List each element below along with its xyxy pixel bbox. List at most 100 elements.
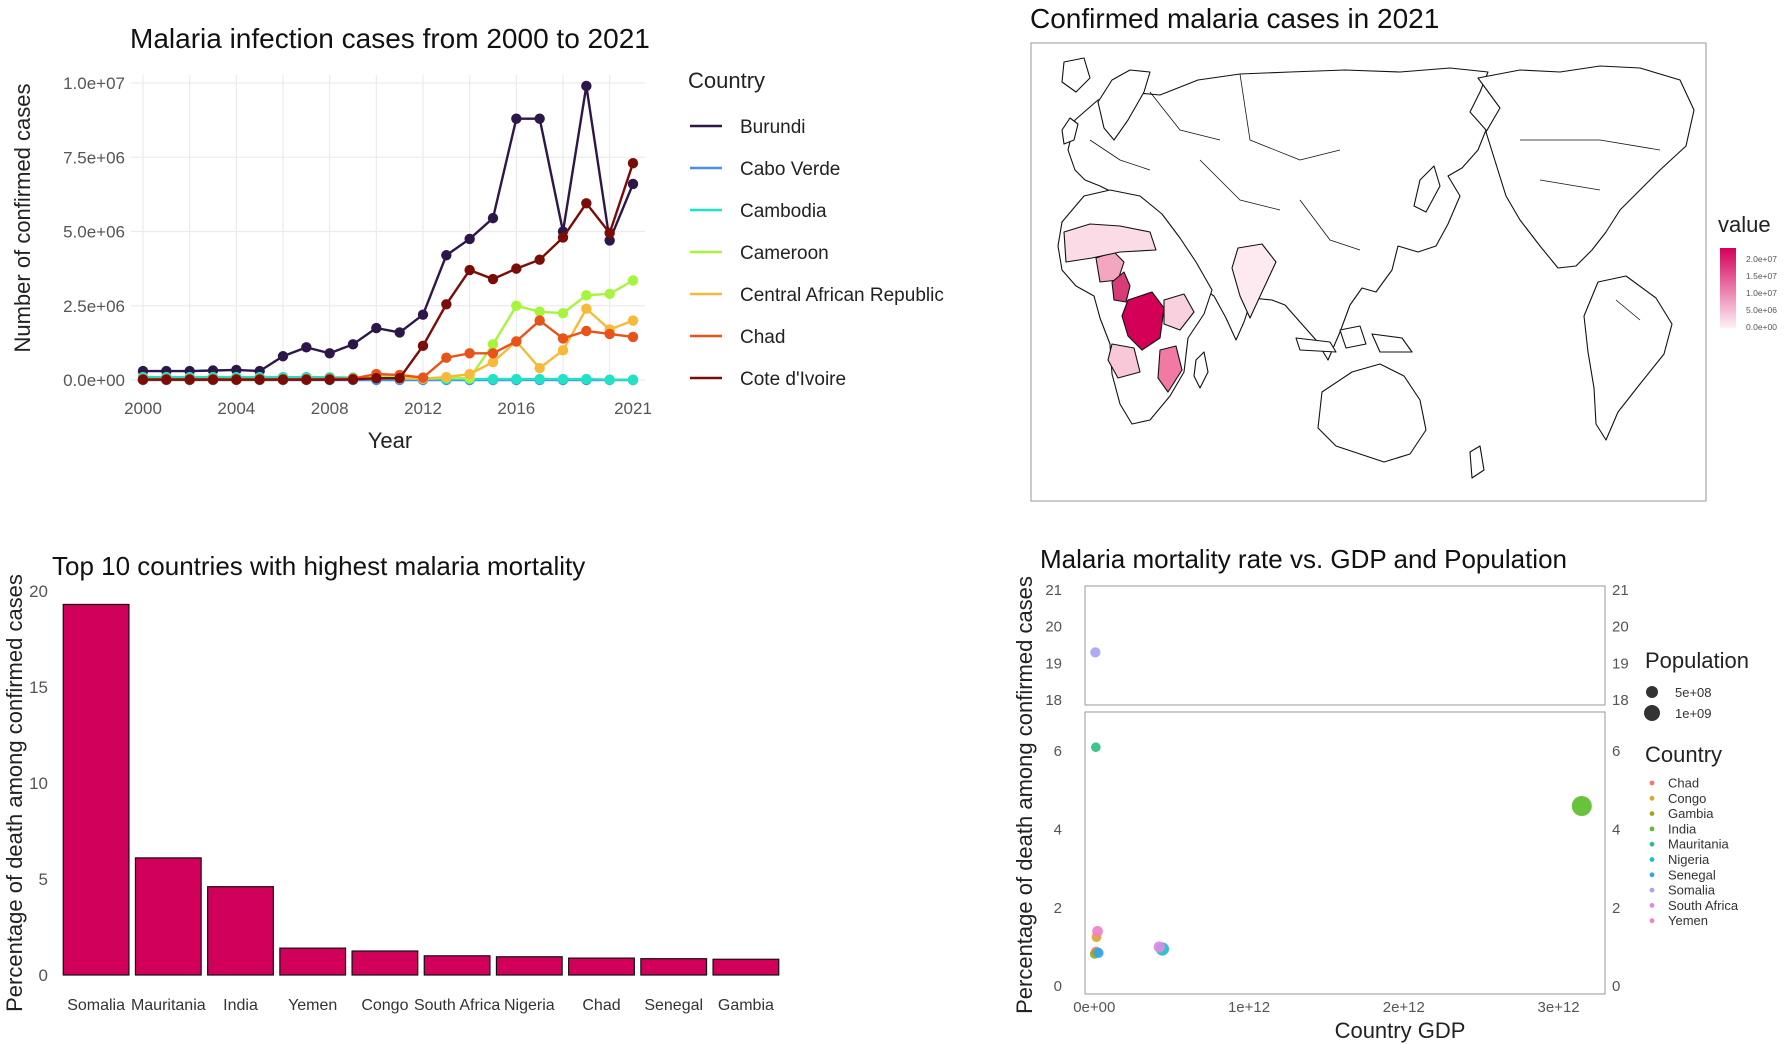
series-point [534,362,545,374]
bar-x-tick: Senegal [644,997,703,1014]
bar-y-tick: 10 [29,774,48,793]
series-point [324,374,335,385]
country-legend-dot [1649,811,1655,816]
series-point [627,178,639,190]
series-point [557,345,569,356]
size-legend-label: 5e+08 [1675,685,1712,700]
line-y-tick: 2.5e+06 [63,297,125,316]
line-x-tick: 2008 [311,399,349,418]
scatter-lower-y-tick-right: 2 [1612,900,1620,917]
country-legend-label: Chad [1668,776,1699,791]
series-point [231,364,242,376]
bar-gambia [712,958,780,976]
legend-label: Burundi [740,117,806,138]
map-greenland [1061,57,1091,93]
series-line [143,85,635,373]
scatter-upper-y-tick: 20 [1045,619,1062,636]
series-point [441,299,452,310]
country-legend-label: Gambia [1668,806,1714,821]
series-point [371,373,382,384]
series-point [627,331,639,343]
series-point [464,348,475,359]
line-chart-y-ticks: 0.0e+00 2.5e+06 5.0e+06 7.5e+06 1.0e+07 [63,74,125,390]
map-color-scale [1720,248,1736,328]
map-japan [1413,165,1441,213]
bar-x-tick: Nigeria [504,997,555,1014]
bar-x-tick: Gambia [718,997,774,1014]
series-point [487,339,499,350]
scatter-x-tick: 1e+12 [1228,999,1270,1016]
scatter-upper-y-tick-right: 20 [1612,619,1629,636]
legend-label: Chad [740,327,785,348]
series-point [254,374,265,385]
bar-chart-y-label: Percentage of death among confirmed case… [2,574,27,1012]
line-chart-title: Malaria infection cases from 2000 to 202… [130,23,650,54]
series-point [417,309,429,320]
series-point [534,315,545,326]
scatter-upper-y-tick: 21 [1045,582,1062,599]
map-madagascar [1193,351,1209,389]
series-point [604,374,615,385]
map-india [1231,243,1277,319]
country-legend-dot [1649,780,1655,786]
line-y-tick: 7.5e+06 [63,148,125,167]
series-point [534,113,545,124]
series-point [441,371,452,383]
bar-y-tick: 0 [39,966,48,985]
series-point [301,374,312,385]
series-point [627,315,639,326]
series-point [557,232,569,243]
bar-x-tick: Mauritania [131,997,206,1014]
line-y-tick: 0.0e+00 [63,371,125,390]
line-x-tick: 2012 [404,399,442,418]
bar-chart-panel: Top 10 countries with highest malaria mo… [2,551,780,1014]
line-y-tick: 5.0e+06 [63,223,125,242]
bar-india [207,886,274,976]
map-east-africa [1163,293,1195,331]
country-legend-dot [1649,841,1655,847]
scatter-upper-frame [1084,585,1606,706]
country-legend-label: Mauritania [1668,837,1729,852]
line-x-tick: 2000 [124,399,162,418]
series-point [394,373,405,384]
series-point [207,374,219,385]
series-point [487,212,499,224]
map-legend-tick: 0.0e+00 [1746,322,1777,332]
line-y-tick: 1.0e+07 [63,74,125,93]
scatter-lower-y-tick: 0 [1054,978,1062,995]
series-point [441,250,452,261]
series-point [534,306,545,317]
map-new-guinea [1371,333,1413,353]
series-point [557,373,569,385]
series-burundi [137,80,639,377]
map-britain [1061,117,1079,145]
scatter-x-tick: 0e+00 [1073,999,1115,1016]
series-point [464,264,475,276]
scatter-lower-y-tick: 4 [1054,822,1062,839]
scatter-upper-y-tick: 18 [1045,692,1062,709]
legend-label: Cote d'Ivoire [740,369,846,390]
bar-x-tick: Yemen [288,997,337,1014]
map-legend-title: value [1718,212,1771,237]
map-north-america [1477,65,1695,269]
scatter-x-ticks: 0e+00 1e+12 2e+12 3e+12 [1073,999,1579,1016]
series-point [277,374,289,385]
series-point [604,288,615,300]
line-chart-panel: Malaria infection cases from 2000 to 202… [10,23,944,453]
series-point [581,198,592,209]
point-south-africa [1153,941,1165,953]
series-point [464,368,475,380]
country-legend-dot [1649,918,1655,924]
series-point [604,235,615,246]
country-legend-dot [1649,826,1655,832]
bar-chad [568,957,635,976]
bar-y-tick: 20 [29,582,48,601]
map-new-zealand [1469,445,1485,479]
scatter-y-label: Percentage of death among confirmed case… [1012,576,1037,1014]
series-point [347,374,359,385]
scatter-chart-panel: Malaria mortality rate vs. GDP and Popul… [1012,544,1749,1043]
size-legend-label: 1e+09 [1675,706,1712,721]
legend-label: Central African Republic [740,285,944,306]
size-legend-dot [1646,686,1658,698]
series-point [487,348,499,359]
